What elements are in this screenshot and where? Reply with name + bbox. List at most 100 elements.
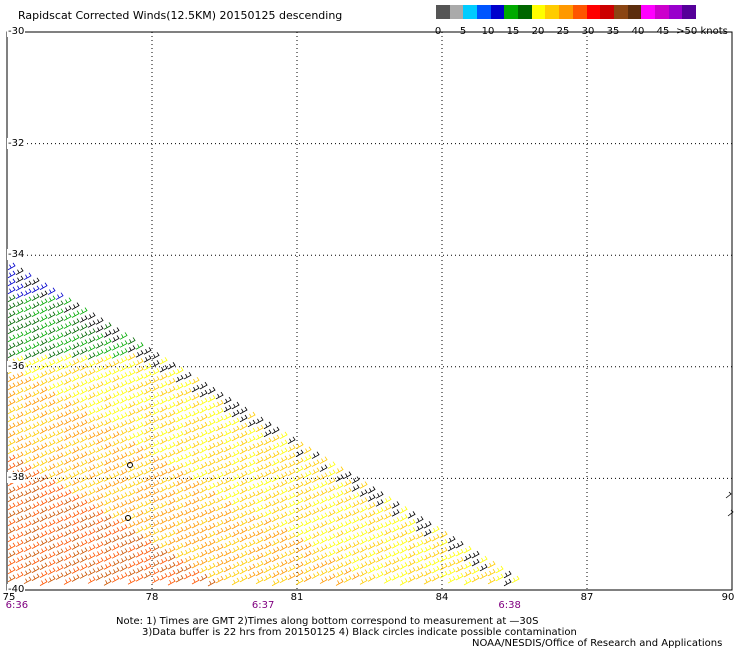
wind-barb	[103, 338, 112, 346]
wind-barb	[47, 287, 56, 295]
wind-barb	[31, 453, 40, 461]
wind-barb	[351, 564, 360, 572]
wind-barb	[55, 420, 64, 428]
wind-barb	[31, 405, 40, 413]
wind-barb	[15, 459, 24, 468]
wind-barb	[71, 518, 80, 526]
wind-barb	[231, 505, 240, 514]
wind-barb	[151, 416, 160, 424]
wind-barb	[71, 470, 80, 478]
wind-barb	[375, 531, 384, 539]
wind-barb	[103, 530, 112, 538]
color-swatch	[449, 5, 464, 19]
wind-barb	[63, 321, 72, 329]
wind-barb	[87, 360, 96, 368]
wind-barb	[55, 308, 64, 316]
wind-barb	[143, 467, 152, 475]
wind-barb	[71, 382, 80, 390]
wind-barb	[31, 445, 40, 453]
wind-barb	[351, 540, 360, 548]
wind-barb	[359, 521, 368, 529]
wind-barb	[231, 513, 240, 522]
wind-barb	[55, 356, 64, 364]
wind-barb	[327, 549, 336, 557]
wind-barb	[175, 503, 184, 511]
wind-barb	[359, 513, 368, 521]
wind-barb	[95, 557, 104, 565]
wind-barb	[95, 421, 104, 429]
wind-barb	[7, 390, 16, 399]
wind-barb	[87, 488, 96, 496]
wind-barb	[199, 453, 208, 462]
wind-barb	[111, 343, 120, 351]
wind-barb	[95, 373, 104, 381]
wind-barb	[247, 563, 256, 572]
wind-barb	[143, 355, 152, 363]
wind-barb	[183, 435, 192, 444]
wind-barb	[175, 431, 184, 439]
wind-barb	[175, 527, 184, 535]
wind-barb	[103, 434, 112, 442]
wind-barb	[95, 509, 104, 517]
wind-barb	[503, 570, 512, 579]
wind-barb	[167, 466, 176, 474]
wind-barb	[39, 346, 48, 354]
wind-barb	[71, 422, 80, 430]
wind-barb	[415, 516, 424, 524]
color-swatch	[572, 5, 587, 19]
wind-barb	[295, 577, 304, 585]
longitude-label: 87	[580, 592, 594, 603]
wind-barb	[103, 538, 112, 546]
wind-barb	[119, 444, 128, 452]
wind-barb	[271, 458, 280, 467]
wind-barb	[103, 410, 112, 418]
wind-barb	[287, 516, 296, 525]
wind-barb	[231, 553, 240, 562]
wind-barb	[71, 454, 80, 462]
wind-barb	[151, 504, 160, 512]
wind-barb	[431, 566, 440, 574]
wind-barb	[55, 444, 64, 452]
wind-barb	[151, 440, 160, 448]
wind-barb	[63, 577, 72, 585]
wind-barb	[47, 295, 56, 303]
wind-barb	[223, 532, 232, 541]
wind-barb	[327, 469, 336, 477]
wind-barb	[63, 489, 72, 497]
wind-barb	[159, 357, 168, 365]
wind-barb	[255, 416, 264, 425]
wind-barb	[199, 525, 208, 534]
wind-barb	[359, 505, 368, 513]
wind-barb	[71, 558, 80, 566]
wind-barb	[119, 404, 128, 412]
wind-barb	[7, 558, 16, 567]
wind-barb	[95, 525, 104, 533]
wind-barb	[111, 327, 120, 335]
wind-barb	[31, 373, 40, 381]
wind-barb	[415, 556, 424, 564]
wind-barb	[287, 484, 296, 493]
latitude-label: -32	[7, 137, 26, 149]
wind-barb	[23, 544, 32, 553]
wind-barb	[23, 320, 32, 329]
wind-barb	[391, 541, 400, 549]
wind-barb	[55, 332, 64, 340]
wind-barb	[199, 381, 208, 390]
wind-barb	[55, 508, 64, 516]
wind-barb	[23, 344, 32, 353]
wind-barb	[391, 549, 400, 557]
wind-barb	[351, 492, 360, 500]
wind-barb	[127, 401, 136, 409]
wind-barb	[95, 573, 104, 581]
wind-barb	[79, 475, 88, 483]
wind-barb	[335, 514, 344, 522]
wind-barb	[207, 554, 216, 563]
wind-barb	[263, 525, 272, 534]
wind-barb	[231, 433, 240, 442]
wind-barb	[15, 491, 24, 500]
wind-barb	[119, 348, 128, 356]
wind-barb	[359, 577, 368, 585]
wind-barb	[7, 278, 16, 287]
wind-barb	[135, 446, 144, 454]
wind-barb	[31, 429, 40, 437]
